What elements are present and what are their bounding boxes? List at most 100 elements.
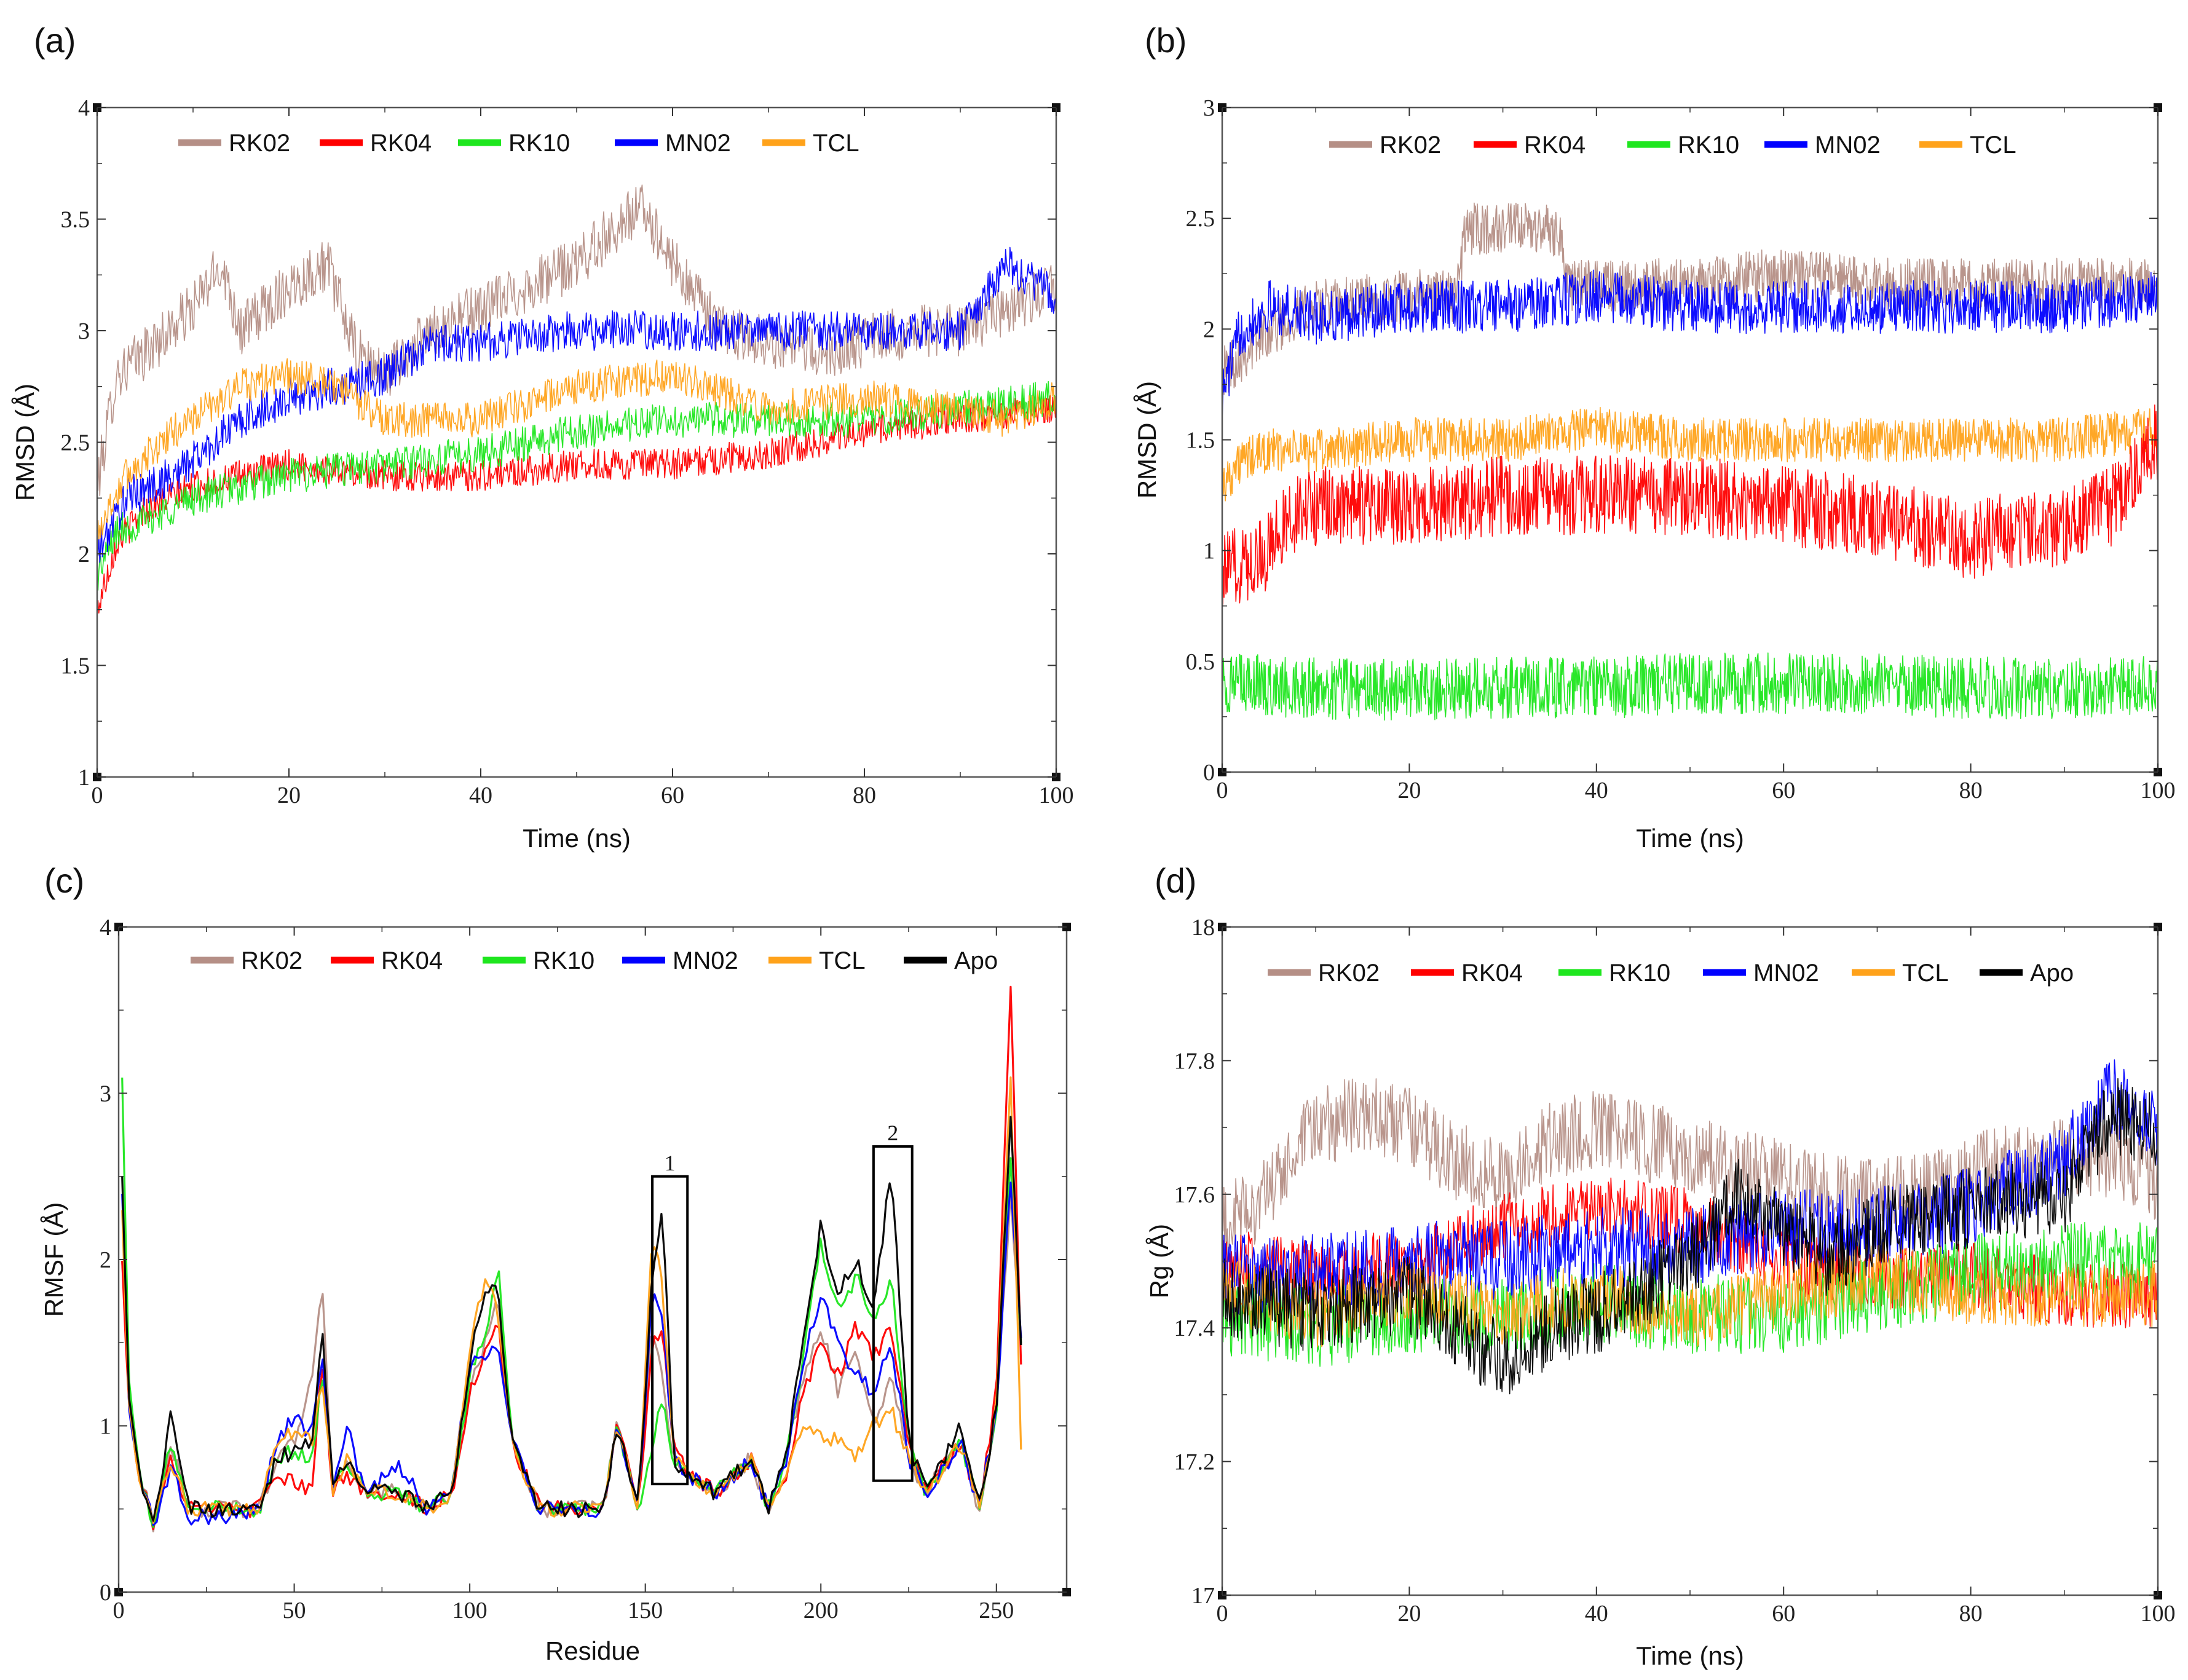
legend-label-rk04: RK04: [1461, 960, 1523, 987]
x-tick-label: 40: [1585, 778, 1608, 803]
panel-letter-a: (a): [34, 21, 76, 60]
legend-label-tcl: TCL: [1970, 132, 2016, 159]
series-group: [1222, 1059, 2158, 1395]
series-line-mn02: [97, 246, 1056, 563]
legend-label-rk10: RK10: [508, 130, 570, 157]
series-line-tcl: [97, 358, 1056, 540]
legend-label-rk04: RK04: [1524, 132, 1586, 159]
legend-label-rk10: RK10: [1609, 960, 1670, 987]
x-axis-title: Time (ns): [1636, 1641, 1744, 1670]
x-tick-label: 0: [1217, 778, 1228, 803]
y-tick-label: 0: [100, 1580, 111, 1606]
legend-label-tcl: TCL: [1902, 960, 1949, 987]
legend-label-mn02: MN02: [665, 130, 731, 157]
series-line-rk02: [1222, 1078, 2158, 1258]
x-tick-label: 60: [1772, 778, 1795, 803]
chart-panel-b: 0 0.5 1 1.5 2 2.5 3 0 20 40 60 80 100 Time (ns) RMSD (…: [1132, 95, 2176, 853]
y-tick-label: 18: [1191, 915, 1215, 941]
x-tick-label: 60: [661, 783, 684, 808]
highlight-box-1: [651, 1175, 689, 1486]
legend: RK02 RK04 RK10 MN02 TCL: [178, 130, 859, 157]
y-tick-label: 2.5: [1186, 206, 1215, 232]
y-tick-label: 3: [100, 1081, 111, 1107]
y-tick-label: 17.2: [1174, 1449, 1215, 1475]
legend-label-tcl: TCL: [813, 130, 859, 157]
y-tick-label: 3.5: [61, 207, 90, 233]
series-line-tcl: [1222, 406, 2158, 504]
y-tick-label: 1.5: [1186, 428, 1215, 454]
x-tick-label: 80: [1959, 778, 1983, 803]
y-tick-label: 17: [1191, 1583, 1215, 1609]
x-tick-label: 60: [1772, 1601, 1795, 1627]
legend-label-mn02: MN02: [1815, 132, 1881, 159]
y-axis-title: RMSF (Å): [39, 1202, 68, 1317]
legend: RK02 RK04 RK10 MN02 TCL Apo: [1268, 960, 2074, 987]
y-tick-label: 3: [78, 318, 90, 344]
y-tick-label: 2: [100, 1247, 111, 1273]
y-tick-label: 1: [78, 765, 90, 791]
panel-letter-c: (c): [44, 861, 84, 900]
highlight-box-2: [872, 1145, 914, 1482]
y-tick-label: 2: [1203, 317, 1215, 342]
legend-label-rk04: RK04: [370, 130, 432, 157]
x-axis-title: Time (ns): [523, 824, 631, 853]
series-line-rk04: [97, 393, 1056, 614]
series-line-apo: [1222, 1078, 2158, 1395]
y-tick-label: 0: [1203, 760, 1215, 786]
y-tick-label: 17.6: [1174, 1182, 1215, 1208]
y-tick-label: 4: [100, 915, 111, 941]
x-tick-label: 200: [804, 1598, 839, 1623]
x-tick-label: 150: [628, 1598, 663, 1623]
y-tick-label: 17.8: [1174, 1048, 1215, 1074]
y-tick-label: 1.5: [61, 653, 90, 679]
x-tick-label: 100: [2141, 1601, 2176, 1627]
y-axis-title: RMSD (Å): [1132, 381, 1161, 499]
legend-label-rk02: RK02: [229, 130, 290, 157]
legend-label-mn02: MN02: [1753, 960, 1819, 987]
x-tick-label: 50: [283, 1598, 306, 1623]
x-tick-label: 20: [277, 783, 301, 808]
series-line-rk04: [121, 985, 1022, 1531]
legend-label-apo: Apo: [2030, 960, 2074, 987]
chart-panel-c: 1 2 0 1 2 3 4 0 50 100 150 200 250 Residue RMSF (Å) RK0…: [39, 915, 1071, 1665]
series-line-rk04: [1222, 404, 2158, 607]
chart-panel-d: 17 17.2 17.4 17.6 17.8 18 0 20 40 60 80 100 Time (ns…: [1145, 915, 2176, 1670]
series-line-rk10: [1222, 652, 2158, 721]
x-tick-label: 0: [92, 783, 103, 808]
legend-label-apo: Apo: [954, 947, 998, 974]
x-axis-title: Time (ns): [1636, 824, 1744, 853]
x-tick-label: 40: [1585, 1601, 1608, 1627]
legend-label-rk02: RK02: [1380, 132, 1441, 159]
series-line-apo: [121, 1116, 1022, 1522]
x-tick-label: 100: [452, 1598, 488, 1623]
series-line-mn02: [1222, 269, 2158, 420]
legend-label-rk02: RK02: [1318, 960, 1380, 987]
x-tick-label: 20: [1397, 1601, 1421, 1627]
x-tick-label: 0: [113, 1598, 125, 1623]
legend: RK02 RK04 RK10 MN02 TCL Apo: [191, 947, 998, 974]
y-tick-label: 2: [78, 542, 90, 567]
series-group: [1222, 202, 2158, 721]
y-axis-title: RMSD (Å): [10, 384, 39, 501]
y-tick-label: 3: [1203, 95, 1215, 121]
x-tick-label: 0: [1217, 1601, 1228, 1627]
legend-label-rk02: RK02: [241, 947, 302, 974]
legend-label-rk04: RK04: [381, 947, 443, 974]
highlight-box-label-2: 2: [887, 1121, 898, 1145]
x-tick-label: 20: [1397, 778, 1421, 803]
y-tick-label: 1: [1203, 538, 1215, 564]
y-tick-label: 0.5: [1186, 649, 1215, 675]
panel-letter-d: (d): [1155, 861, 1196, 900]
x-tick-label: 250: [979, 1598, 1014, 1623]
x-tick-label: 80: [1959, 1601, 1983, 1627]
legend: RK02 RK04 RK10 MN02 TCL: [1329, 132, 2016, 159]
y-axis-title: Rg (Å): [1145, 1224, 1174, 1298]
y-tick-label: 2.5: [61, 430, 90, 456]
x-tick-label: 80: [853, 783, 876, 808]
series-group: [97, 184, 1056, 614]
highlight-box-label-1: 1: [665, 1151, 676, 1175]
series-line-rk10: [97, 381, 1056, 591]
x-tick-label: 100: [1039, 783, 1074, 808]
